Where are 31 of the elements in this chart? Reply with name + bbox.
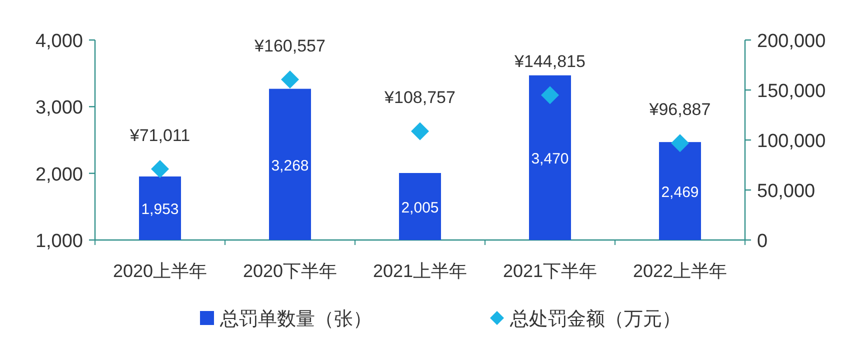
y2-tick-label: 200,000 [757, 31, 826, 52]
y-tick-label: 2,000 [35, 164, 83, 186]
point [671, 134, 689, 152]
point [411, 122, 429, 140]
y2-tick-label: 50,000 [757, 181, 816, 202]
y-tick-label: 1,000 [35, 231, 83, 252]
data-label: 1,953 [141, 201, 179, 218]
point [541, 86, 559, 104]
y-tick-label: 3,000 [35, 98, 83, 119]
x-tick-label: 2021下半年 [502, 261, 598, 281]
data-label: ¥108,757 [384, 88, 456, 108]
y2-tick-label: 100,000 [757, 131, 826, 152]
x-tick-label: 2022上半年 [632, 261, 728, 281]
x-tick-label: 2021上半年 [372, 261, 468, 281]
y2-tick-label: 0 [757, 231, 768, 252]
data-label: ¥160,557 [254, 36, 326, 56]
legend-label: 总罚单数量（张） [219, 309, 372, 330]
x-tick-label: 2020上半年 [112, 261, 208, 281]
data-label: 2,469 [661, 184, 699, 202]
data-label: ¥144,815 [514, 52, 586, 72]
x-tick-label: 2020下半年 [242, 261, 338, 281]
y2-tick-label: 150,000 [757, 81, 826, 102]
data-label: 3,470 [531, 150, 569, 168]
data-label: ¥71,011 [128, 126, 190, 145]
data-label: ¥96,887 [648, 100, 711, 120]
y-tick-label: 4,000 [35, 31, 83, 52]
legend-label: 总处罚金额（万元） [509, 308, 681, 330]
point [151, 160, 169, 178]
data-label: 3,268 [271, 157, 309, 174]
point [281, 70, 299, 88]
data-label: 2,005 [401, 200, 439, 216]
